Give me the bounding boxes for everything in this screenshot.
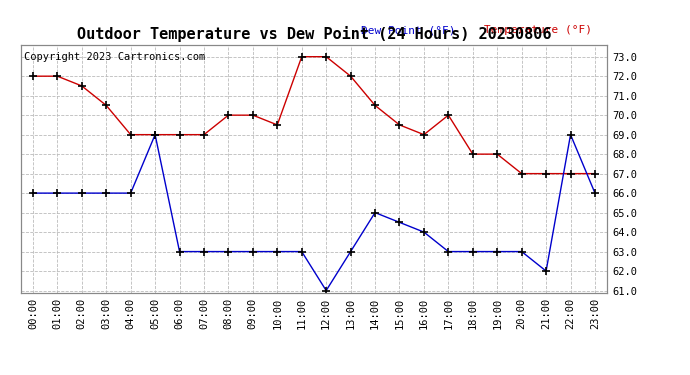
Text: Temperature (°F): Temperature (°F) xyxy=(484,25,592,35)
Text: Copyright 2023 Cartronics.com: Copyright 2023 Cartronics.com xyxy=(23,53,205,62)
Title: Outdoor Temperature vs Dew Point (24 Hours) 20230806: Outdoor Temperature vs Dew Point (24 Hou… xyxy=(77,27,551,42)
Text: Dew Point (°F): Dew Point (°F) xyxy=(361,25,455,35)
